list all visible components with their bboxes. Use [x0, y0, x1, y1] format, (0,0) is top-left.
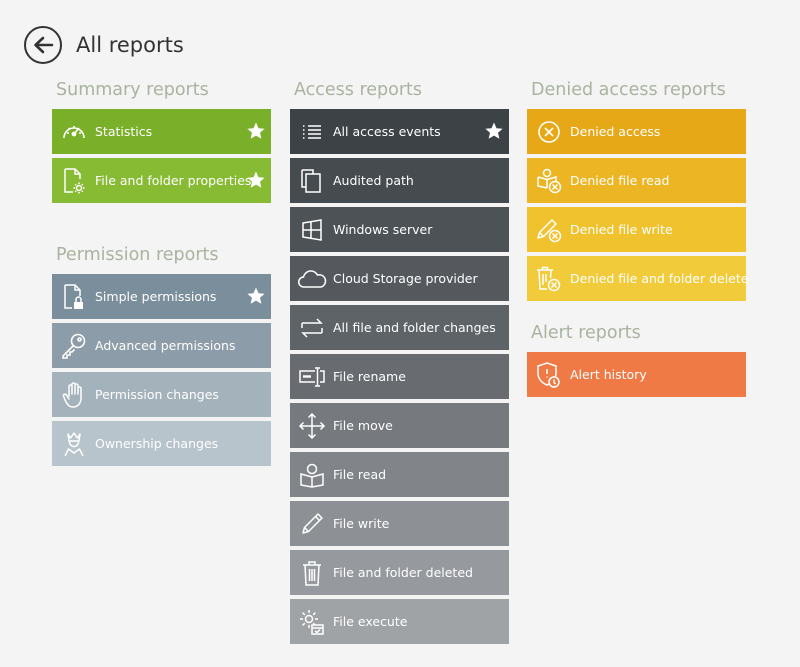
tile-label: File read	[333, 467, 387, 482]
tile-label: Windows server	[333, 222, 433, 237]
section-title-summary: Summary reports	[56, 80, 209, 100]
tile-label: Denied file write	[570, 222, 673, 237]
gear-window-icon	[292, 599, 332, 644]
section-title-denied: Denied access reports	[531, 80, 726, 100]
move-arrows-icon	[292, 403, 332, 448]
key-icon	[54, 323, 94, 368]
tile-label: File rename	[333, 369, 406, 384]
tile-alert-history[interactable]: Alert history	[527, 352, 746, 397]
tile-label: File execute	[333, 614, 408, 629]
column-left: Summary reports Statistics File and fol	[52, 78, 271, 470]
shield-alert-icon	[529, 352, 569, 397]
tile-label: Audited path	[333, 173, 414, 188]
file-gear-icon	[54, 158, 94, 203]
tile-ownership-changes[interactable]: Ownership changes	[52, 421, 271, 466]
denied-circle-icon	[529, 109, 569, 154]
person-crown-icon	[54, 421, 94, 466]
page-title: All reports	[76, 33, 184, 57]
list-icon	[292, 109, 332, 154]
pencil-icon	[292, 501, 332, 546]
tile-label: File and folder properties	[95, 173, 252, 188]
back-arrow-icon[interactable]	[24, 26, 62, 64]
tile-file-and-folder-deleted[interactable]: File and folder deleted	[290, 550, 509, 595]
tile-simple-permissions[interactable]: Simple permissions	[52, 274, 271, 319]
tile-file-move[interactable]: File move	[290, 403, 509, 448]
tile-file-execute[interactable]: File execute	[290, 599, 509, 644]
tile-advanced-permissions[interactable]: Advanced permissions	[52, 323, 271, 368]
denied-write-icon	[529, 207, 569, 252]
denied-delete-icon	[529, 256, 569, 301]
tile-label: Simple permissions	[95, 289, 217, 304]
star-icon[interactable]	[246, 286, 266, 306]
cloud-icon	[292, 256, 332, 301]
tile-label: Denied file and folder delete	[570, 271, 749, 286]
tile-label: File and folder deleted	[333, 565, 473, 580]
book-read-icon	[292, 452, 332, 497]
access-reports-list: All access events Audited path Windows s…	[290, 109, 509, 644]
permission-reports-list: Simple permissions Advanced permissions …	[52, 274, 271, 466]
section-title-access: Access reports	[294, 80, 423, 100]
speedometer-icon	[54, 109, 94, 154]
star-icon[interactable]	[246, 121, 266, 141]
star-icon[interactable]	[484, 121, 504, 141]
tile-label: Denied file read	[570, 173, 670, 188]
tile-label: All file and folder changes	[333, 320, 496, 335]
tile-file-read[interactable]: File read	[290, 452, 509, 497]
page-header: All reports	[24, 24, 184, 66]
star-icon[interactable]	[246, 170, 266, 190]
tile-permission-changes[interactable]: Permission changes	[52, 372, 271, 417]
tile-statistics[interactable]: Statistics	[52, 109, 271, 154]
tile-label: Alert history	[570, 367, 647, 382]
denied-access-reports-list: Denied access Denied file read Denied fi…	[527, 109, 749, 301]
column-right: Denied access reports Denied access Deni…	[527, 78, 749, 401]
tile-file-rename[interactable]: File rename	[290, 354, 509, 399]
tile-denied-access[interactable]: Denied access	[527, 109, 746, 154]
file-lock-icon	[54, 274, 94, 319]
hand-icon	[54, 372, 94, 417]
tile-label: Permission changes	[95, 387, 219, 402]
tile-file-and-folder-properties[interactable]: File and folder properties	[52, 158, 271, 203]
tile-label: Ownership changes	[95, 436, 219, 451]
tile-all-file-and-folder-changes[interactable]: All file and folder changes	[290, 305, 509, 350]
tile-denied-file-read[interactable]: Denied file read	[527, 158, 746, 203]
tile-audited-path[interactable]: Audited path	[290, 158, 509, 203]
tile-denied-file-write[interactable]: Denied file write	[527, 207, 746, 252]
section-title-permission: Permission reports	[56, 245, 219, 265]
tile-all-access-events[interactable]: All access events	[290, 109, 509, 154]
trash-icon	[292, 550, 332, 595]
section-title-alert: Alert reports	[531, 323, 641, 343]
tile-label: File write	[333, 516, 390, 531]
tile-label: Denied access	[570, 124, 661, 139]
column-middle: Access reports All access events Audited…	[290, 78, 509, 648]
summary-reports-list: Statistics File and folder properties	[52, 109, 271, 203]
tile-windows-server[interactable]: Windows server	[290, 207, 509, 252]
tile-label: Advanced permissions	[95, 338, 236, 353]
windows-icon	[292, 207, 332, 252]
tile-label: Statistics	[95, 124, 153, 139]
tile-denied-file-and-folder-delete[interactable]: Denied file and folder delete	[527, 256, 749, 301]
denied-read-icon	[529, 158, 569, 203]
alert-reports-list: Alert history	[527, 352, 746, 397]
tile-label: Cloud Storage provider	[333, 271, 478, 286]
swap-arrows-icon	[292, 305, 332, 350]
tile-file-write[interactable]: File write	[290, 501, 509, 546]
tile-label: File move	[333, 418, 393, 433]
tile-cloud-storage-provider[interactable]: Cloud Storage provider	[290, 256, 509, 301]
rename-icon	[292, 354, 332, 399]
copy-icon	[292, 158, 332, 203]
tile-label: All access events	[333, 124, 441, 139]
